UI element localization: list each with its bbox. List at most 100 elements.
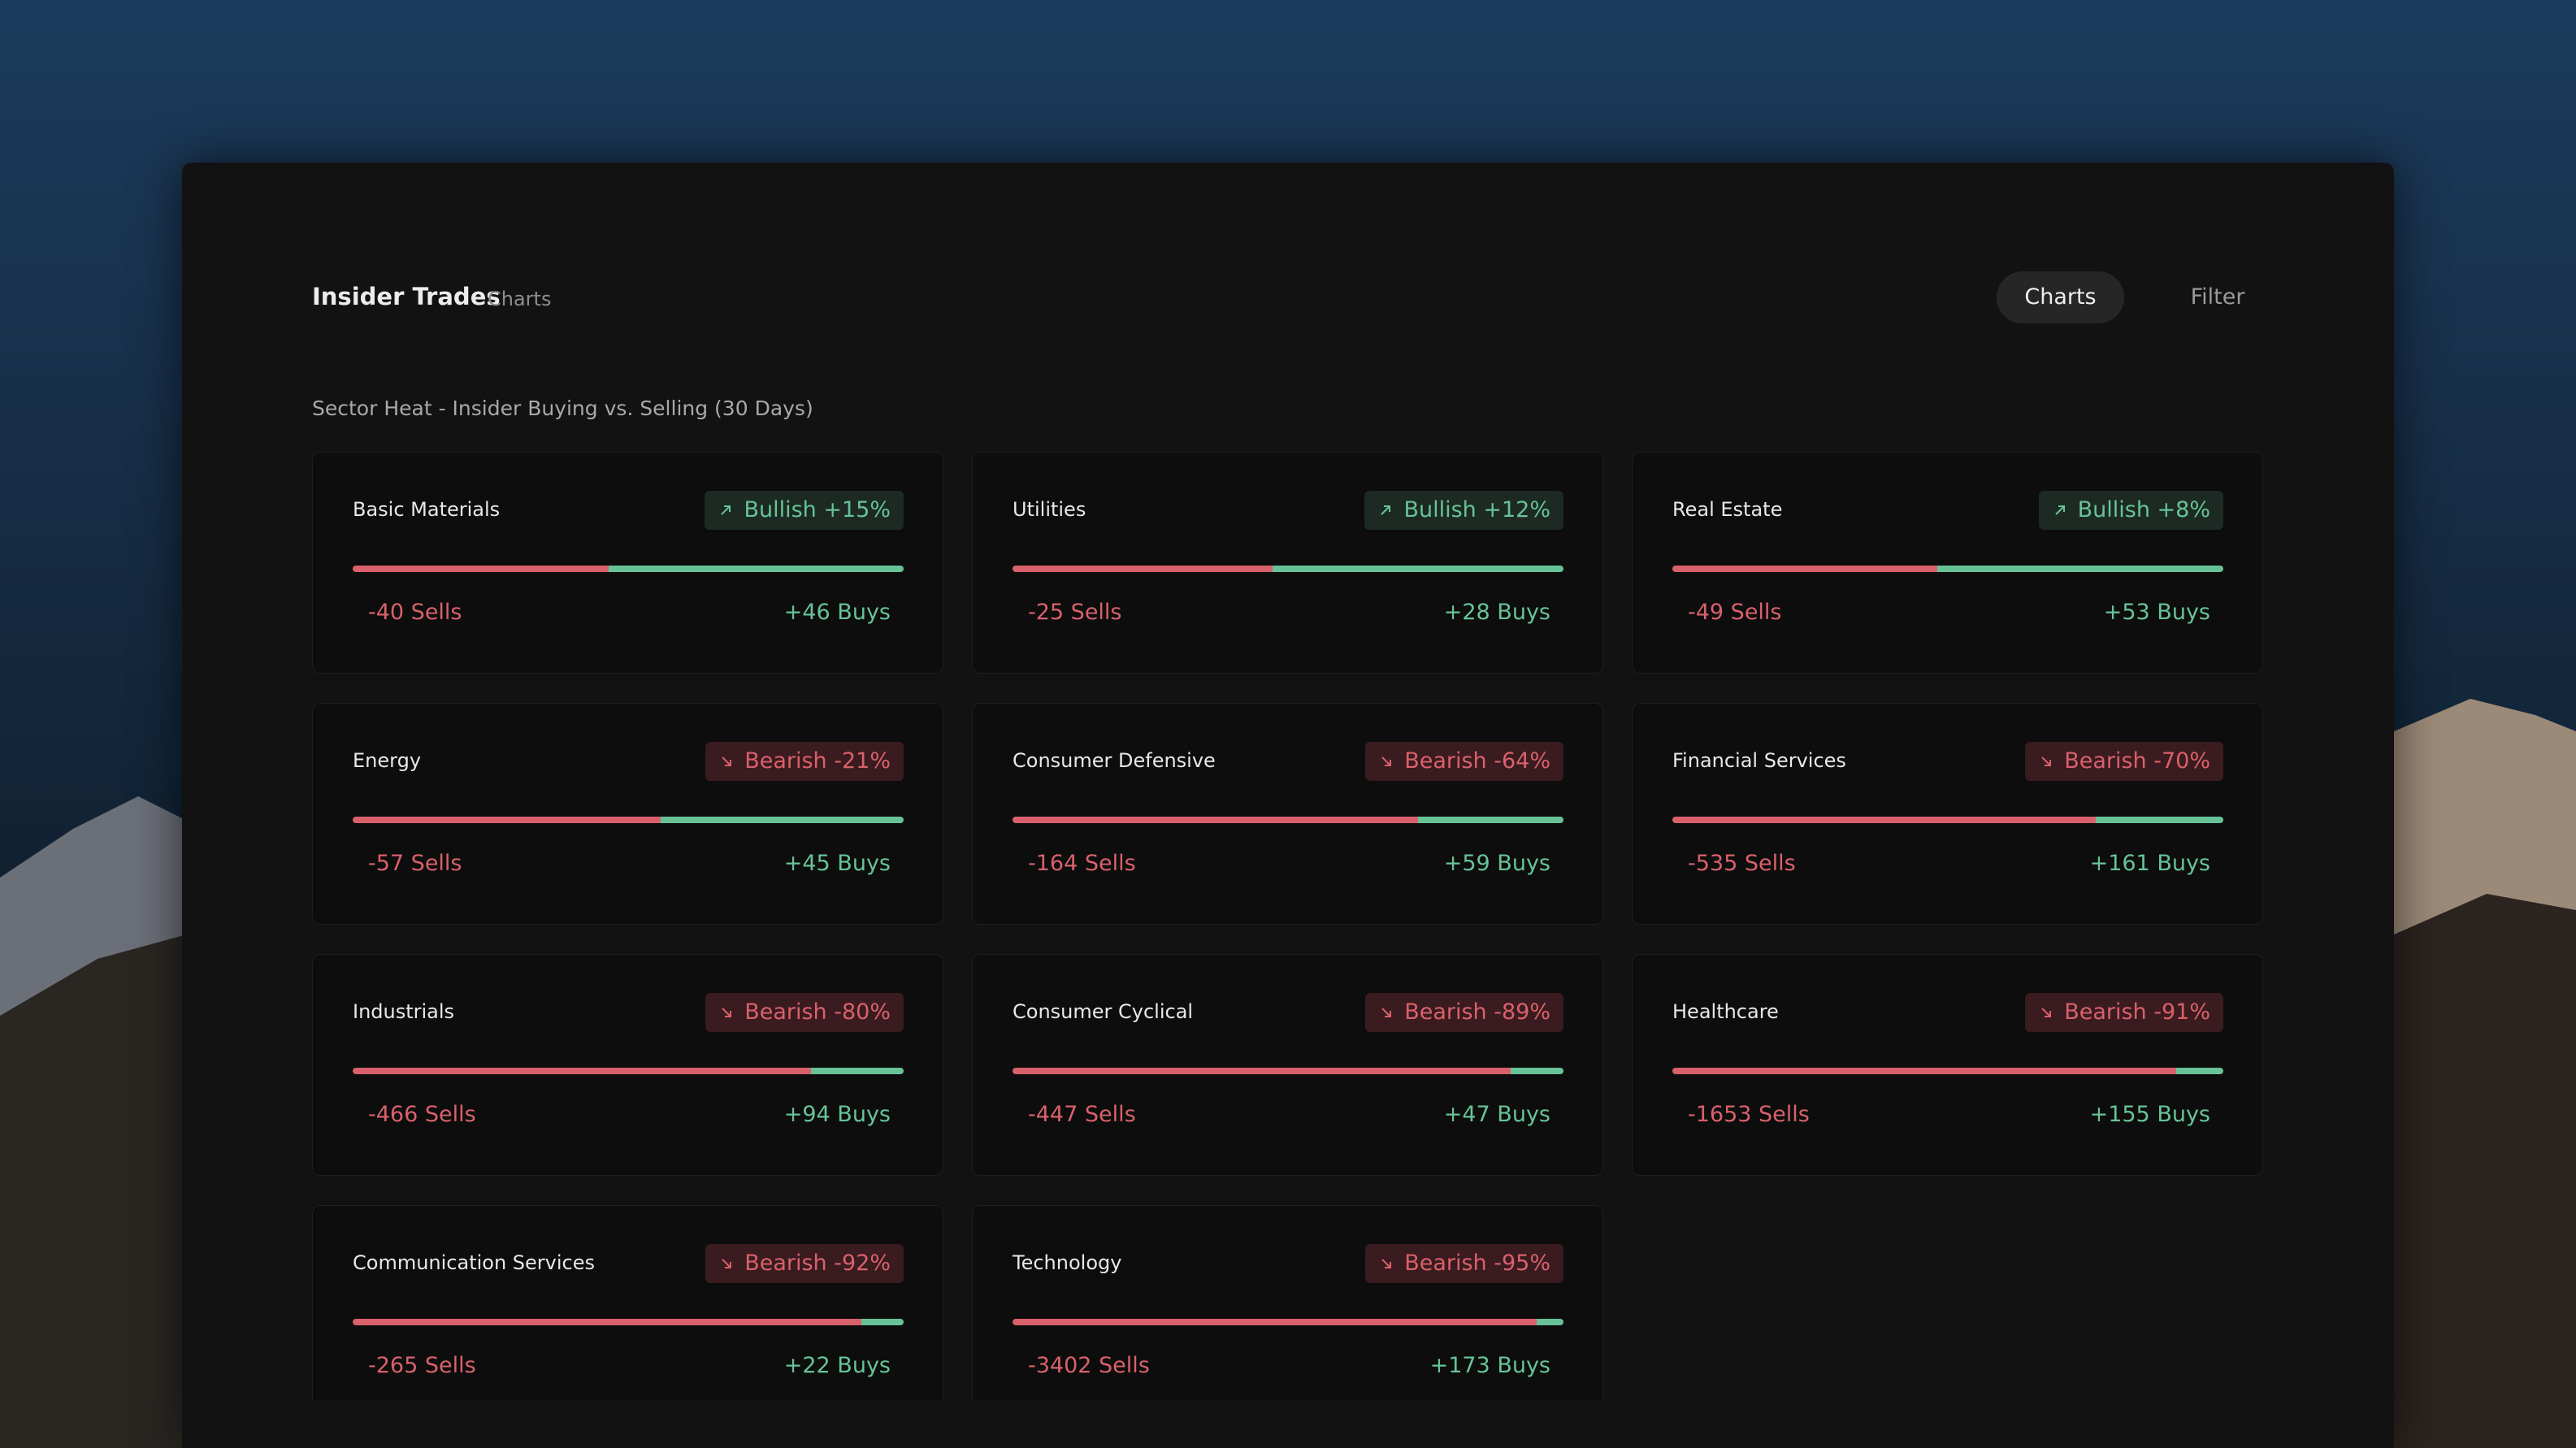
- sector-card: Technology Bearish -95% -3402 Sells +173 Bu…: [972, 1205, 1603, 1400]
- sentiment-badge: Bullish +12%: [1364, 491, 1563, 530]
- buys-label: +173 Buys: [1429, 1353, 1550, 1378]
- trend-icon: [1381, 505, 1391, 515]
- sentiment-badge: Bearish -92%: [705, 1244, 904, 1283]
- sector-name: Energy: [353, 749, 422, 772]
- buys-segment: [1511, 1068, 1563, 1074]
- badge-text: Bearish -89%: [1404, 999, 1550, 1025]
- sector-name: Consumer Defensive: [1013, 749, 1216, 772]
- sector-card: Industrials Bearish -80% -466 Sells +94 Buy…: [312, 954, 943, 1176]
- ratio-bar: [1013, 1068, 1563, 1074]
- buys-segment: [660, 817, 904, 823]
- buys-label: +46 Buys: [783, 600, 891, 625]
- buys-label: +47 Buys: [1443, 1102, 1550, 1127]
- sells-label: -3402 Sells: [1028, 1353, 1150, 1378]
- sells-segment: [1013, 1319, 1537, 1325]
- charts-button[interactable]: Charts: [1997, 271, 2124, 323]
- ratio-bar: [1672, 566, 2223, 572]
- sells-label: -265 Sells: [368, 1353, 476, 1378]
- buys-segment: [2096, 817, 2223, 823]
- sells-segment: [1013, 1068, 1511, 1074]
- sentiment-badge: Bearish -64%: [1365, 742, 1563, 781]
- badge-text: Bearish -92%: [744, 1251, 891, 1276]
- sector-name: Financial Services: [1672, 749, 1846, 772]
- buys-segment: [1272, 566, 1563, 572]
- buys-label: +22 Buys: [783, 1353, 891, 1378]
- sector-card: Real Estate Bullish +8% -49 Sells +53 Buys: [1632, 452, 2263, 674]
- trend-icon: [722, 757, 732, 766]
- trend-icon: [2041, 1008, 2052, 1017]
- ratio-bar: [1013, 1319, 1563, 1325]
- sells-label: -466 Sells: [368, 1102, 476, 1127]
- badge-text: Bearish -91%: [2064, 999, 2210, 1025]
- sentiment-badge: Bearish -70%: [2025, 742, 2223, 781]
- badge-text: Bullish +8%: [2077, 497, 2210, 522]
- sentiment-badge: Bullish +15%: [705, 491, 904, 530]
- page-title: Insider Trades: [312, 283, 501, 310]
- sentiment-badge: Bearish -91%: [2025, 993, 2223, 1032]
- sells-segment: [353, 566, 609, 572]
- badge-text: Bearish -95%: [1404, 1251, 1550, 1276]
- sector-card: Consumer Cyclical Bearish -89% -447 Sells +…: [972, 954, 1603, 1176]
- sells-segment: [353, 1319, 862, 1325]
- ratio-bar: [1013, 817, 1563, 823]
- sentiment-badge: Bearish -95%: [1365, 1244, 1563, 1283]
- sells-label: -57 Sells: [368, 851, 462, 876]
- ratio-bar: [1013, 566, 1563, 572]
- trend-icon: [1381, 1259, 1392, 1268]
- page-subtitle: Charts: [488, 288, 552, 310]
- sector-card: Consumer Defensive Bearish -64% -164 Sells…: [972, 703, 1603, 925]
- sells-label: -535 Sells: [1688, 851, 1796, 876]
- sells-segment: [1672, 817, 2097, 823]
- sells-label: -25 Sells: [1028, 600, 1122, 625]
- filter-button[interactable]: Filter: [2190, 284, 2245, 310]
- trend-icon: [2054, 505, 2065, 515]
- trend-icon: [722, 1259, 732, 1268]
- trend-icon: [1381, 757, 1392, 766]
- buys-label: +161 Buys: [2089, 851, 2210, 876]
- badge-text: Bullish +12%: [1403, 497, 1550, 522]
- panel: Insider Trades Charts Charts Filter Sect…: [182, 163, 2394, 1448]
- sector-card: Energy Bearish -21% -57 Sells +45 Buys: [312, 703, 943, 925]
- sector-name: Industrials: [353, 1000, 455, 1023]
- sells-label: -1653 Sells: [1688, 1102, 1810, 1127]
- trend-icon: [721, 505, 731, 515]
- ratio-bar: [353, 817, 904, 823]
- sells-segment: [1672, 1068, 2176, 1074]
- trend-icon: [1381, 1008, 1392, 1017]
- sector-name: Communication Services: [353, 1251, 595, 1274]
- badge-text: Bearish -64%: [1404, 748, 1550, 774]
- badge-text: Bearish -21%: [744, 748, 891, 774]
- card-grid: Basic Materials Bullish +15% -40 Sells +46 …: [312, 452, 2279, 1400]
- sells-label: -447 Sells: [1028, 1102, 1136, 1127]
- sector-name: Technology: [1013, 1251, 1122, 1274]
- ratio-bar: [1672, 817, 2223, 823]
- sells-segment: [353, 1068, 812, 1074]
- sector-card: Healthcare Bearish -91% -1653 Sells +155 Bu…: [1632, 954, 2263, 1176]
- buys-segment: [1417, 817, 1563, 823]
- sells-label: -164 Sells: [1028, 851, 1136, 876]
- sells-segment: [353, 817, 661, 823]
- trend-icon: [722, 1008, 732, 1017]
- buys-segment: [861, 1319, 904, 1325]
- buys-segment: [2175, 1068, 2223, 1074]
- buys-label: +94 Buys: [783, 1102, 891, 1127]
- sector-name: Basic Materials: [353, 498, 501, 521]
- ratio-bar: [353, 1319, 904, 1325]
- buys-label: +28 Buys: [1443, 600, 1550, 625]
- sentiment-badge: Bearish -89%: [1365, 993, 1563, 1032]
- sector-card: Communication Services Bearish -92% -265 S…: [312, 1205, 943, 1400]
- sector-card: Basic Materials Bullish +15% -40 Sells +46 …: [312, 452, 943, 674]
- section-title: Sector Heat - Insider Buying vs. Selling…: [312, 397, 813, 420]
- buys-label: +155 Buys: [2089, 1102, 2210, 1127]
- sector-name: Consumer Cyclical: [1013, 1000, 1194, 1023]
- buys-label: +45 Buys: [783, 851, 891, 876]
- ratio-bar: [353, 566, 904, 572]
- buys-segment: [811, 1068, 904, 1074]
- buys-segment: [1537, 1319, 1563, 1325]
- buys-segment: [1936, 566, 2223, 572]
- sells-segment: [1013, 566, 1273, 572]
- buys-label: +53 Buys: [2103, 600, 2210, 625]
- sells-label: -40 Sells: [368, 600, 462, 625]
- sentiment-badge: Bearish -80%: [705, 993, 904, 1032]
- sector-name: Healthcare: [1672, 1000, 1779, 1023]
